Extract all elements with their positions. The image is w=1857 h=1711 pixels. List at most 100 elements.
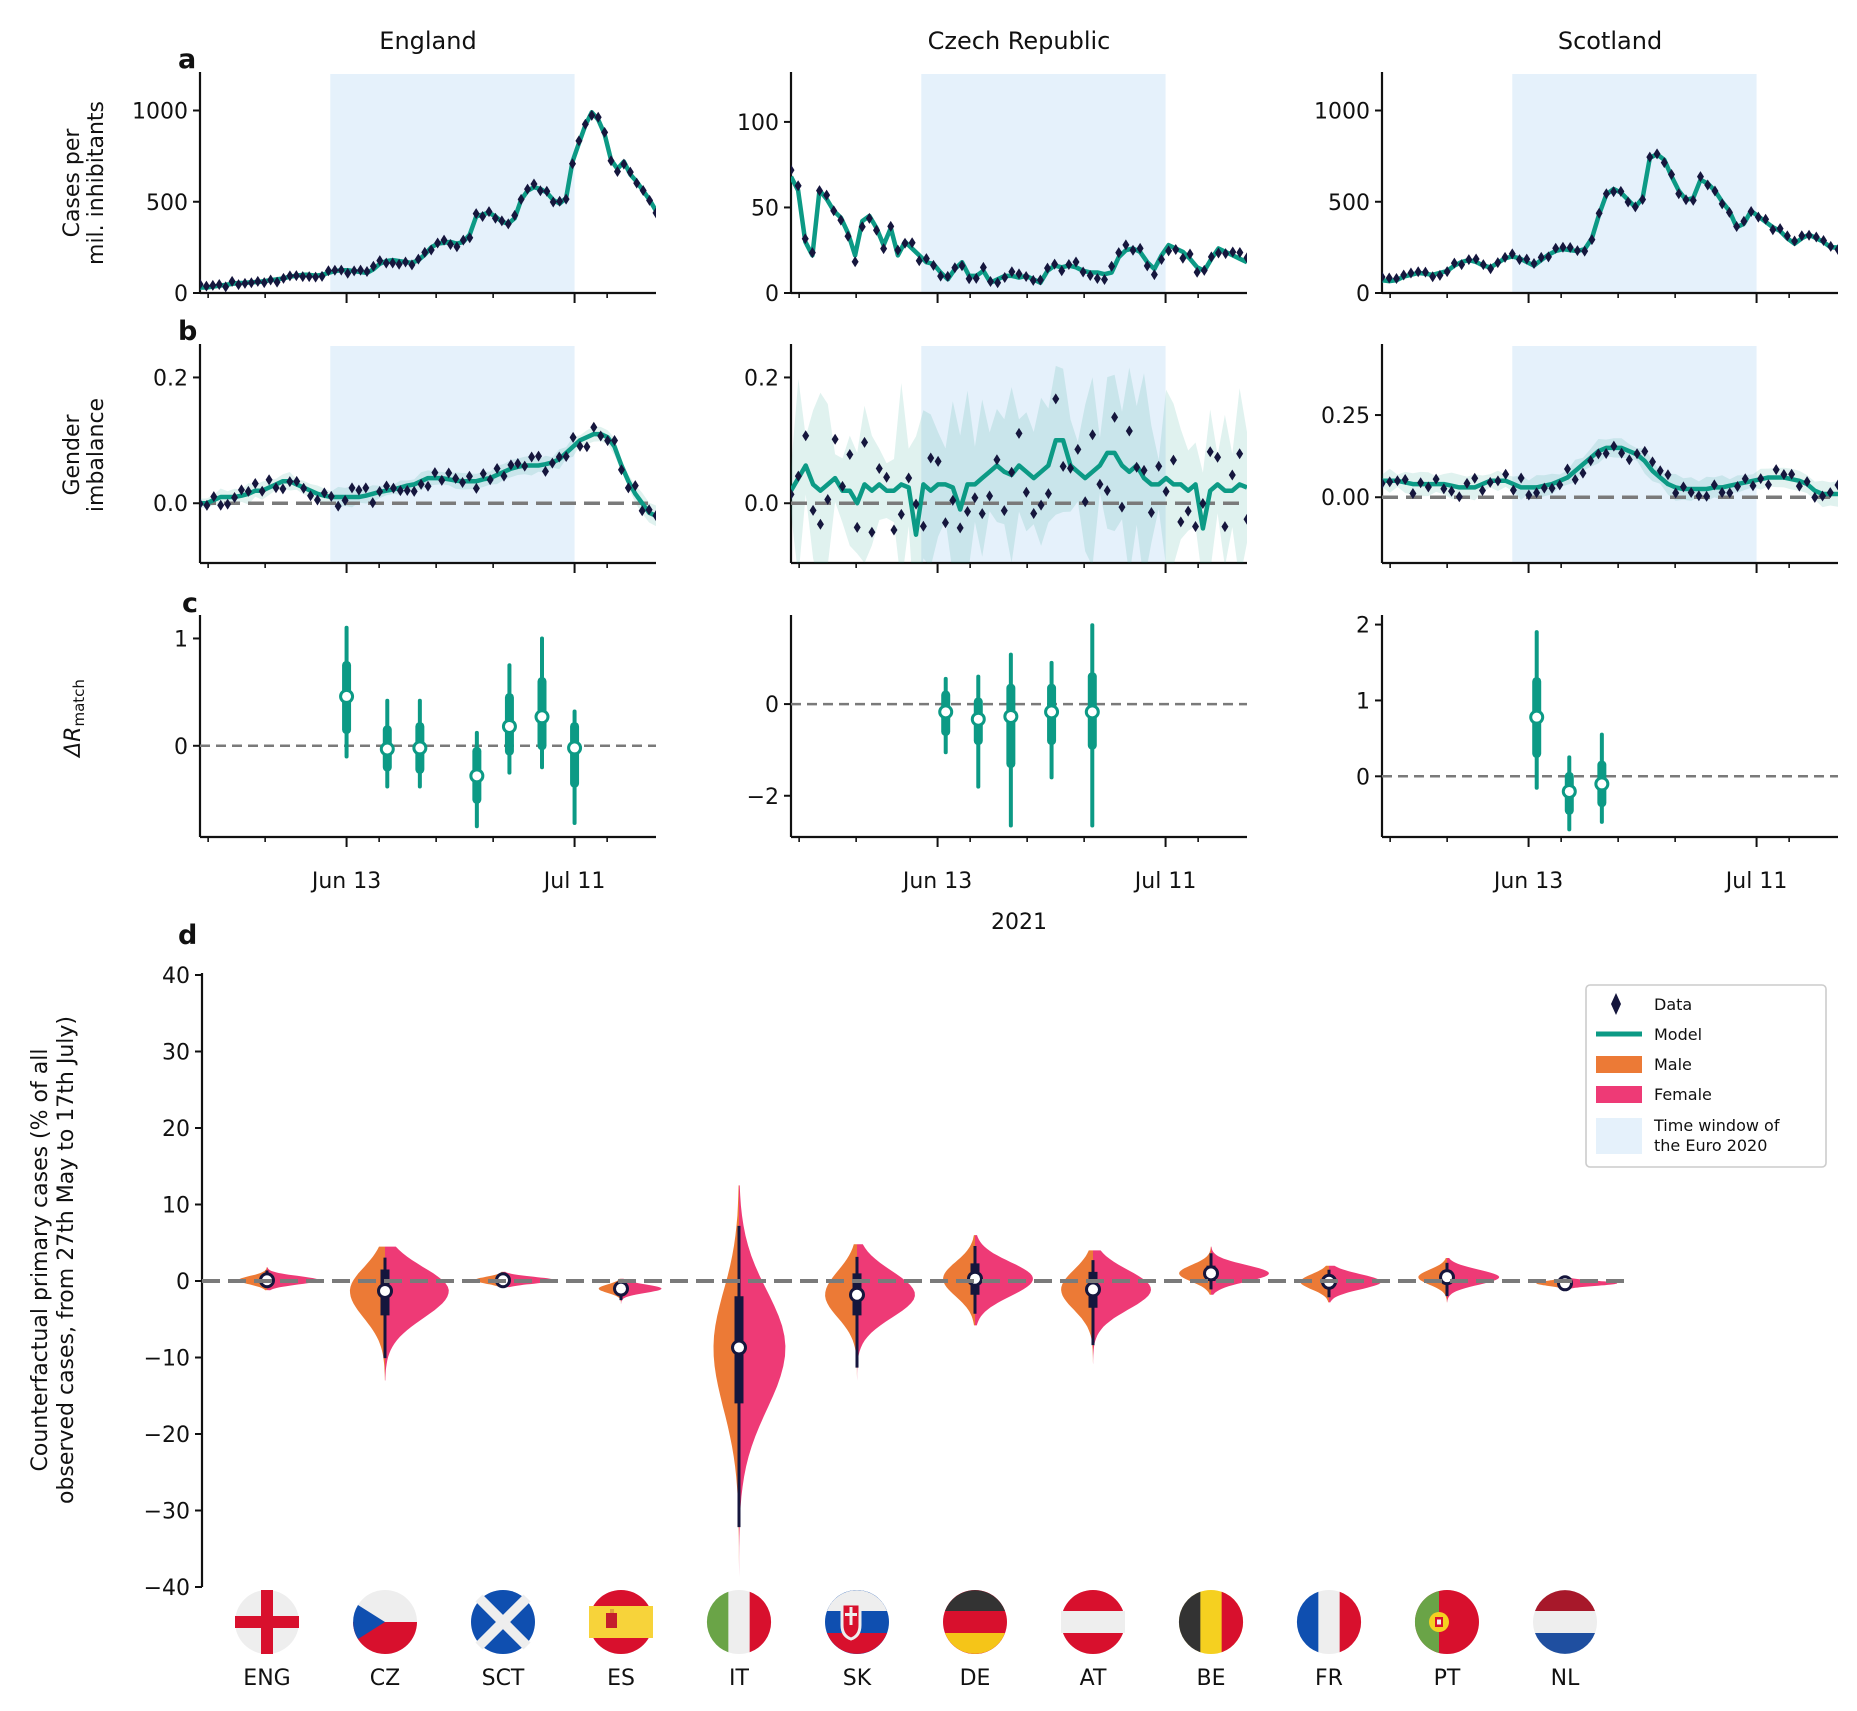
- data-point: [1058, 265, 1066, 277]
- data-point: [1108, 260, 1116, 272]
- panel-a-0: 0 500 1000: [132, 72, 656, 307]
- data-point: [1588, 234, 1596, 246]
- y-tick-label: 500: [1328, 191, 1370, 216]
- data-point: [1641, 445, 1649, 457]
- data-point: [389, 257, 397, 269]
- y-tick-label: 0.2: [744, 366, 779, 391]
- data-point: [639, 184, 647, 196]
- data-point: [1407, 267, 1415, 279]
- data-point: [517, 193, 525, 205]
- title-czech-republic: Czech Republic: [928, 27, 1111, 55]
- median-marker: [967, 1270, 983, 1287]
- data-point: [1523, 253, 1531, 265]
- y-tick-label: 0.25: [1321, 404, 1370, 429]
- data-point: [324, 265, 332, 277]
- data-point: [1803, 476, 1811, 488]
- data-point: [1682, 194, 1690, 206]
- data-point: [1471, 472, 1479, 484]
- data-point: [1795, 480, 1803, 492]
- data-point: [1740, 215, 1748, 227]
- data-point: [1458, 259, 1466, 271]
- plot-area: [791, 365, 1247, 563]
- data-point: [1165, 245, 1173, 257]
- data-point: [1757, 473, 1765, 485]
- data-point: [1711, 185, 1719, 197]
- x-tick-label: Jul 11: [542, 869, 606, 894]
- y-tick-label: 0: [1356, 765, 1370, 790]
- data-point: [548, 457, 556, 469]
- y-tick-label: 1000: [1314, 100, 1370, 125]
- y-tick-label-d: −10: [144, 1347, 190, 1372]
- panel-letter-b: b: [178, 316, 197, 347]
- flag-pt-icon: [1414, 1590, 1479, 1654]
- data-point: [1409, 488, 1417, 500]
- data-point: [809, 504, 817, 516]
- data-point: [1718, 198, 1726, 210]
- data-point: [1725, 206, 1733, 218]
- data-point: [1675, 188, 1683, 200]
- data-point: [1029, 274, 1037, 286]
- median-marker: [1594, 776, 1610, 792]
- data-point: [511, 209, 519, 221]
- flag-es-icon: [589, 1590, 653, 1654]
- data-point: [318, 270, 326, 282]
- male-half: [825, 1244, 857, 1392]
- data-point: [1143, 260, 1151, 272]
- legend-window-label-line1: Time window of: [1653, 1116, 1780, 1135]
- ylabel-counterfactual-line1: Counterfactual primary cases (% of all: [28, 1049, 53, 1472]
- y-tick-label: 0: [765, 693, 779, 718]
- data-point: [504, 218, 512, 230]
- data-point: [934, 455, 942, 467]
- data-point: [1776, 223, 1784, 235]
- female-half: [385, 1246, 449, 1381]
- median-marker: [1203, 1265, 1219, 1282]
- y-tick-label: 1: [174, 627, 188, 652]
- flag-label-sk: SK: [843, 1666, 872, 1691]
- data-point: [1594, 448, 1602, 460]
- data-point: [1664, 469, 1672, 481]
- flag-nl-icon: [1533, 1590, 1597, 1654]
- data-point: [1401, 473, 1409, 485]
- legend-model-label: Model: [1654, 1025, 1702, 1044]
- flag-label-pt: PT: [1434, 1666, 1461, 1691]
- panel-b-1: 0.0 0.2: [744, 344, 1247, 573]
- median-marker: [339, 688, 355, 704]
- y-tick-label: 0.00: [1321, 486, 1370, 511]
- data-point: [1494, 475, 1502, 487]
- data-point: [638, 505, 646, 517]
- data-point: [251, 477, 259, 489]
- data-point: [334, 500, 342, 512]
- data-point: [944, 270, 952, 282]
- data-point: [1501, 251, 1509, 263]
- data-point: [1704, 179, 1712, 191]
- data-point: [203, 499, 211, 511]
- y-tick-label-d: 30: [162, 1041, 190, 1066]
- plot-area: [200, 421, 656, 527]
- female-half: [1211, 1246, 1269, 1295]
- y-tick-label: 0.0: [744, 492, 779, 517]
- data-point: [937, 270, 945, 282]
- data-point: [979, 261, 987, 273]
- median-marker: [379, 741, 395, 757]
- data-point: [1001, 272, 1009, 284]
- data-point: [1429, 271, 1437, 283]
- data-point: [853, 521, 861, 533]
- data-point: [1780, 468, 1788, 480]
- data-point: [1791, 235, 1799, 247]
- flag-labels: ENG CZ SCT ES IT SK DE AT BE FR PT NL: [243, 1666, 1580, 1691]
- data-point: [905, 472, 913, 484]
- data-point: [808, 247, 816, 259]
- data-point: [1443, 266, 1451, 278]
- panel-b-2: 0.00 0.25: [1321, 344, 1838, 573]
- data-point: [272, 482, 280, 494]
- data-point: [1581, 245, 1589, 257]
- data-point: [421, 246, 429, 258]
- male-half: [349, 1246, 385, 1381]
- data-point: [1072, 256, 1080, 268]
- data-point: [1617, 185, 1625, 197]
- data-point: [1754, 211, 1762, 223]
- data-point: [313, 494, 321, 506]
- euro-window-band: [1512, 74, 1757, 293]
- data-point: [1086, 269, 1094, 281]
